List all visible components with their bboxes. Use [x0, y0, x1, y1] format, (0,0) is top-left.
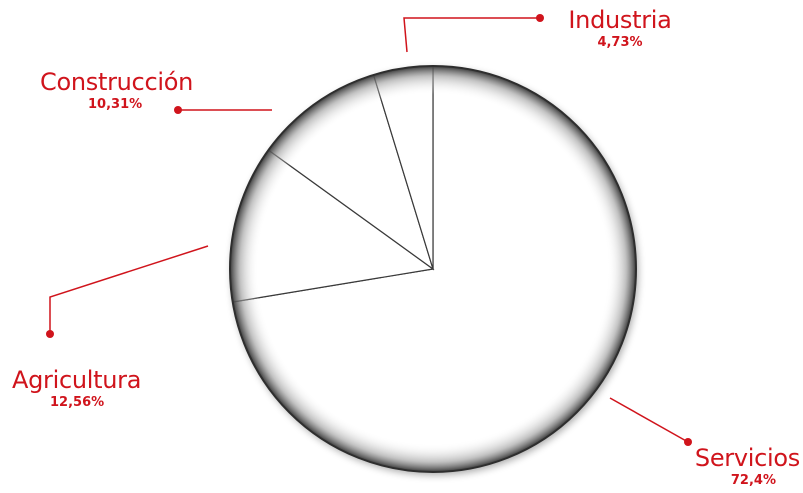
slice-name-construccion: Construcción: [40, 68, 193, 96]
slice-label-construccion: Construcción 10,31%: [40, 70, 220, 111]
leader-dot-agricultura: [46, 330, 54, 338]
leader-line-servicios: [609, 397, 689, 443]
slice-label-industria: Industria 4,73%: [560, 8, 680, 49]
leader-line-industria: [403, 17, 540, 53]
slice-label-agricultura: Agricultura 12,56%: [12, 368, 152, 409]
slice-value-servicios: 72,4%: [730, 473, 776, 488]
pie-rim: [230, 66, 636, 472]
leader-line-agricultura: [49, 245, 209, 334]
slice-label-servicios: Servicios 72,4%: [680, 446, 800, 487]
slice-value-construccion: 10,31%: [88, 97, 143, 112]
leader-dot-construccion: [174, 106, 182, 114]
leader-dot-industria: [536, 14, 544, 22]
slice-name-servicios: Servicios: [694, 444, 800, 472]
leader-lines: [46, 14, 692, 446]
slice-name-agricultura: Agricultura: [12, 366, 142, 394]
slice-name-industria: Industria: [568, 6, 672, 34]
slice-value-agricultura: 12,56%: [50, 395, 105, 410]
leader-dot-servicios: [684, 438, 692, 446]
slice-value-industria: 4,73%: [597, 35, 643, 50]
pie-outline: [229, 65, 637, 473]
